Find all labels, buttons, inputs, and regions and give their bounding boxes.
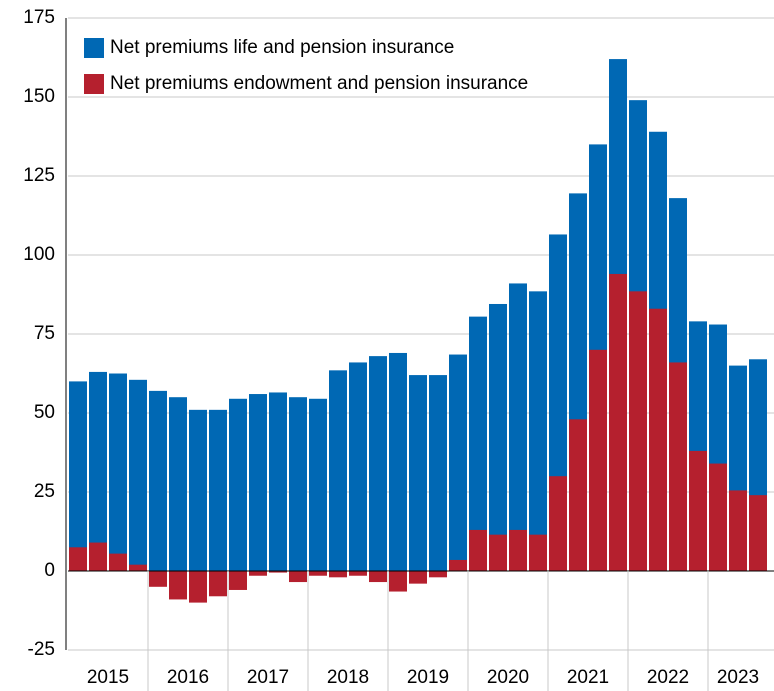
x-tick-label: 2015	[87, 667, 129, 688]
legend-label: Net premiums life and pension insurance	[110, 37, 454, 58]
bar	[529, 291, 547, 571]
bar	[269, 571, 287, 573]
bar	[249, 394, 267, 571]
bar	[149, 571, 167, 587]
bar	[269, 392, 287, 571]
bar	[209, 409, 227, 571]
legend-swatch	[84, 74, 104, 94]
y-tick-label: 150	[23, 86, 55, 107]
bar	[669, 362, 687, 571]
bar	[209, 571, 227, 597]
y-tick-label: 0	[44, 560, 55, 581]
bar	[609, 273, 627, 571]
bar	[289, 571, 307, 583]
bar	[509, 283, 527, 571]
bar	[329, 571, 347, 578]
bar	[169, 397, 187, 571]
legend-label: Net premiums endowment and pension insur…	[110, 73, 528, 94]
bar	[549, 476, 567, 571]
y-tick-label: 175	[23, 7, 55, 28]
bar	[689, 450, 707, 571]
bar	[529, 534, 547, 571]
bar	[89, 371, 107, 571]
bar	[489, 534, 507, 571]
bar	[69, 547, 87, 571]
bar	[469, 316, 487, 571]
bar	[449, 354, 467, 571]
y-tick-label: 25	[34, 481, 55, 502]
bar	[409, 571, 427, 584]
bar	[469, 529, 487, 571]
x-tick-label: 2017	[247, 667, 289, 688]
bar	[189, 571, 207, 603]
bar	[729, 490, 747, 571]
x-tick-label: 2019	[407, 667, 449, 688]
bar	[229, 571, 247, 590]
x-tick-label: 2020	[487, 667, 529, 688]
bar	[449, 559, 467, 571]
bar	[309, 398, 327, 571]
bar	[309, 571, 327, 576]
x-tick-label: 2021	[567, 667, 609, 688]
bar	[229, 398, 247, 571]
bar	[369, 571, 387, 583]
x-tick-label: 2018	[327, 667, 369, 688]
bar	[349, 571, 367, 576]
bar	[389, 571, 407, 592]
bar	[569, 419, 587, 571]
bar	[429, 571, 447, 578]
bar	[709, 463, 727, 571]
bar	[89, 542, 107, 571]
bar	[509, 529, 527, 571]
y-tick-label: -25	[28, 639, 55, 660]
x-tick-label: 2023	[717, 667, 759, 688]
bar	[189, 409, 207, 571]
legend-swatch	[84, 38, 104, 58]
bar	[289, 397, 307, 571]
bar	[349, 362, 367, 571]
bar	[649, 308, 667, 571]
bar	[369, 356, 387, 571]
bar	[249, 571, 267, 576]
bar	[429, 375, 447, 571]
y-tick-label: 50	[34, 402, 55, 423]
y-tick-label: 125	[23, 165, 55, 186]
bar	[169, 571, 187, 600]
y-tick-label: 100	[23, 244, 55, 265]
bar	[129, 564, 147, 571]
bar	[129, 379, 147, 571]
x-tick-label: 2022	[647, 667, 689, 688]
bar	[629, 291, 647, 571]
bar	[329, 370, 347, 571]
bar	[589, 349, 607, 571]
bar	[149, 390, 167, 571]
x-tick-label: 2016	[167, 667, 209, 688]
bar	[749, 495, 767, 571]
bar	[489, 303, 507, 571]
bar	[409, 375, 427, 571]
bar	[109, 553, 127, 571]
bar	[69, 381, 87, 571]
y-tick-label: 75	[34, 323, 55, 344]
bar	[109, 373, 127, 571]
bar	[389, 352, 407, 571]
